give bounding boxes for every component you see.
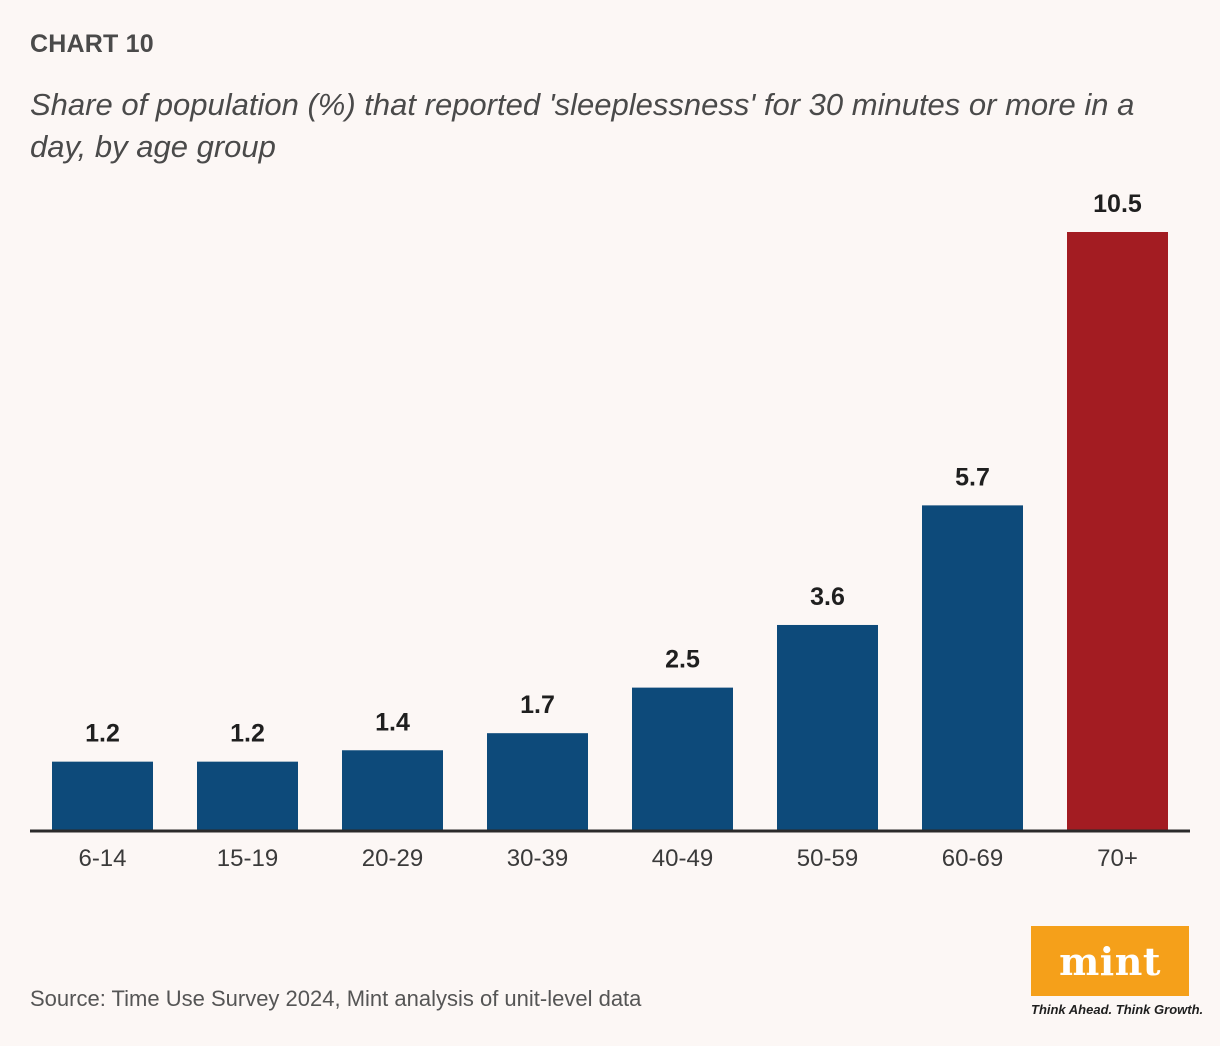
bar-60-69 [922,505,1023,830]
value-label-40-49: 2.5 [665,646,700,674]
bar-70+ [1067,232,1168,830]
value-label-50-59: 3.6 [810,583,845,611]
chart-subtitle: Share of population (%) that reported 's… [30,87,1135,164]
mint-logo: mint [1031,926,1189,996]
bar-15-19 [197,761,298,830]
x-tick-label-20-29: 20-29 [362,845,423,872]
value-label-70+: 10.5 [1093,190,1142,218]
x-tick-label-70+: 70+ [1097,845,1138,872]
value-labels-group: 1.2 1.2 1.4 1.7 2.5 3.6 5.7 10.5 [85,190,1142,748]
logo-text: mint [1059,938,1161,984]
value-label-6-14: 1.2 [85,720,120,748]
bar-20-29 [342,750,443,830]
x-tick-label-50-59: 50-59 [797,845,858,872]
bar-40-49 [632,687,733,830]
x-tick-label-40-49: 40-49 [652,845,713,872]
source-note: Source: Time Use Survey 2024, Mint analy… [30,986,642,1011]
bars-group [52,232,1168,830]
bar-30-39 [487,733,588,830]
bar-6-14 [52,761,153,830]
value-label-30-39: 1.7 [520,691,555,719]
x-tick-label-30-39: 30-39 [507,845,568,872]
x-tick-labels-group: 6-14 15-19 20-29 30-39 40-49 50-59 60-69 70+ [78,845,1137,872]
x-tick-label-15-19: 15-19 [217,845,278,872]
x-tick-label-60-69: 60-69 [942,845,1003,872]
bar-chart: 1.2 1.2 1.4 1.7 2.5 3.6 5.7 10.5 6-14 15-19 20-29… [30,190,1190,872]
value-label-60-69: 5.7 [955,463,990,491]
x-tick-label-6-14: 6-14 [78,845,126,872]
bar-50-59 [777,624,878,830]
chart-number-label: CHART 10 [30,30,154,58]
value-label-20-29: 1.4 [375,708,410,736]
value-label-15-19: 1.2 [230,720,265,748]
logo-tagline: Think Ahead. Think Growth. [1031,1002,1204,1017]
